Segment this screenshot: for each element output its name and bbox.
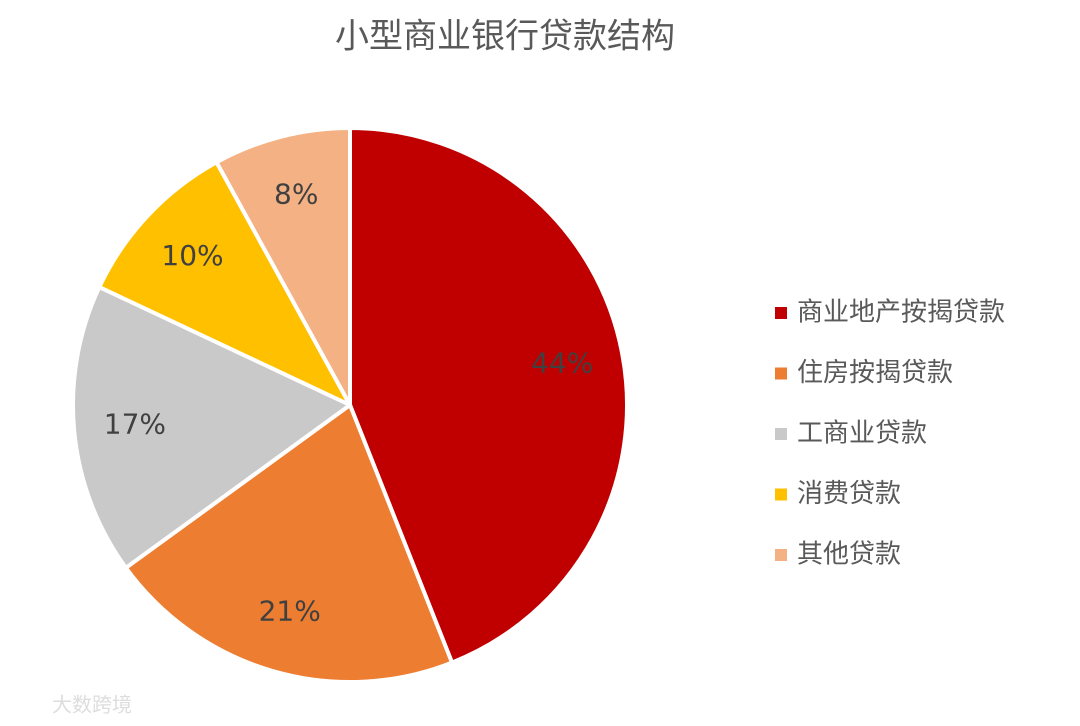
pie-slice xyxy=(348,126,629,665)
chart-title: 小型商业银行贷款结构 xyxy=(335,17,675,57)
pie-slice xyxy=(97,160,352,407)
data-label: 44% xyxy=(531,347,593,380)
data-label: 8% xyxy=(274,178,318,211)
legend-label: 其他贷款 xyxy=(797,540,901,570)
pie-slice xyxy=(71,285,352,570)
legend-label: 消费贷款 xyxy=(797,479,901,509)
legend-label: 商业地产按揭贷款 xyxy=(797,298,1005,328)
legend-swatch xyxy=(775,307,787,319)
data-label: 21% xyxy=(259,594,321,627)
legend-swatch xyxy=(775,488,787,501)
data-label: 10% xyxy=(161,239,223,272)
pie-slice xyxy=(214,126,352,407)
watermark: 大数跨境 xyxy=(52,693,132,717)
legend-swatch xyxy=(775,428,787,440)
legend-label: 住房按揭贷款 xyxy=(797,358,953,388)
legend-swatch xyxy=(775,549,787,561)
data-label: 17% xyxy=(104,407,166,440)
legend-swatch xyxy=(775,367,787,380)
pie-slice xyxy=(123,403,454,684)
legend-label: 工商业贷款 xyxy=(797,419,927,449)
